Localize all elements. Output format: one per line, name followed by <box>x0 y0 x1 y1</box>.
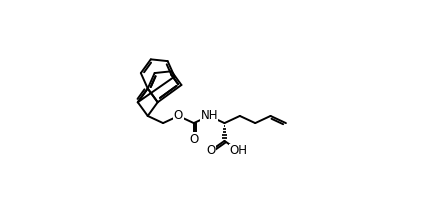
Text: O: O <box>206 144 215 157</box>
Text: OH: OH <box>230 144 247 157</box>
Text: O: O <box>189 133 198 146</box>
Text: NH: NH <box>201 110 218 122</box>
Text: O: O <box>174 110 183 122</box>
